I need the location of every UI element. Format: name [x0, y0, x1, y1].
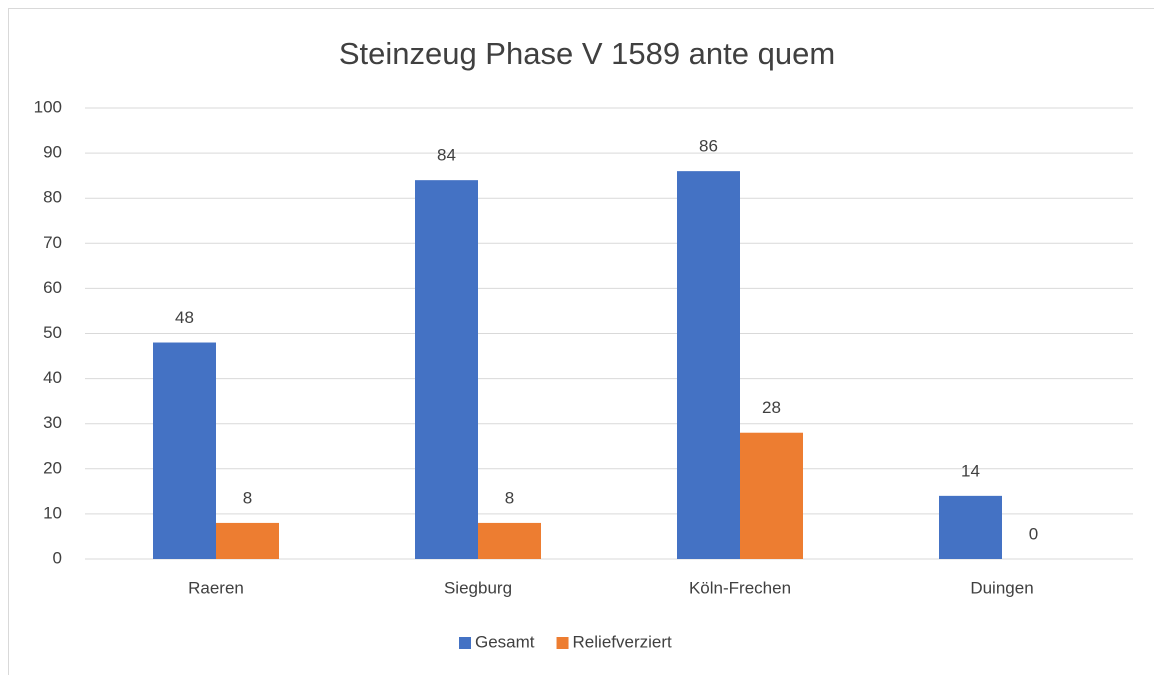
legend-swatch [556, 637, 569, 649]
y-tick-label: 90 [43, 143, 62, 162]
data-label: 84 [437, 146, 456, 165]
y-tick-label: 80 [43, 188, 62, 207]
bar [939, 495, 1002, 559]
y-tick-label: 100 [34, 97, 62, 116]
bar [216, 522, 279, 559]
x-tick-label: Köln-Frechen [689, 578, 791, 597]
data-label: 48 [175, 308, 194, 327]
y-tick-label: 20 [43, 458, 62, 477]
bar [478, 522, 541, 559]
x-tick-label: Siegburg [444, 578, 512, 597]
chart-border [8, 8, 1154, 675]
data-label: 14 [961, 461, 980, 480]
y-tick-label: 40 [43, 368, 62, 387]
legend-label: Reliefverziert [573, 632, 672, 651]
y-tick-label: 60 [43, 278, 62, 297]
x-tick-label: Duingen [970, 578, 1033, 597]
y-tick-label: 70 [43, 233, 62, 252]
data-label: 28 [762, 398, 781, 417]
y-tick-label: 10 [43, 503, 62, 522]
chart-title: Steinzeug Phase V 1589 ante quem [339, 36, 835, 71]
y-tick-label: 0 [53, 548, 62, 567]
bar [153, 342, 216, 559]
bar [415, 180, 478, 559]
data-label: 0 [1029, 524, 1038, 543]
x-tick-label: Raeren [188, 578, 244, 597]
y-tick-label: 50 [43, 323, 62, 342]
y-tick-label: 30 [43, 413, 62, 432]
data-label: 8 [243, 488, 252, 507]
legend-swatch [459, 637, 471, 649]
bar [740, 432, 803, 559]
legend-label: Gesamt [475, 632, 535, 651]
data-label: 86 [699, 137, 718, 156]
bar [677, 171, 740, 559]
data-label: 8 [505, 488, 514, 507]
